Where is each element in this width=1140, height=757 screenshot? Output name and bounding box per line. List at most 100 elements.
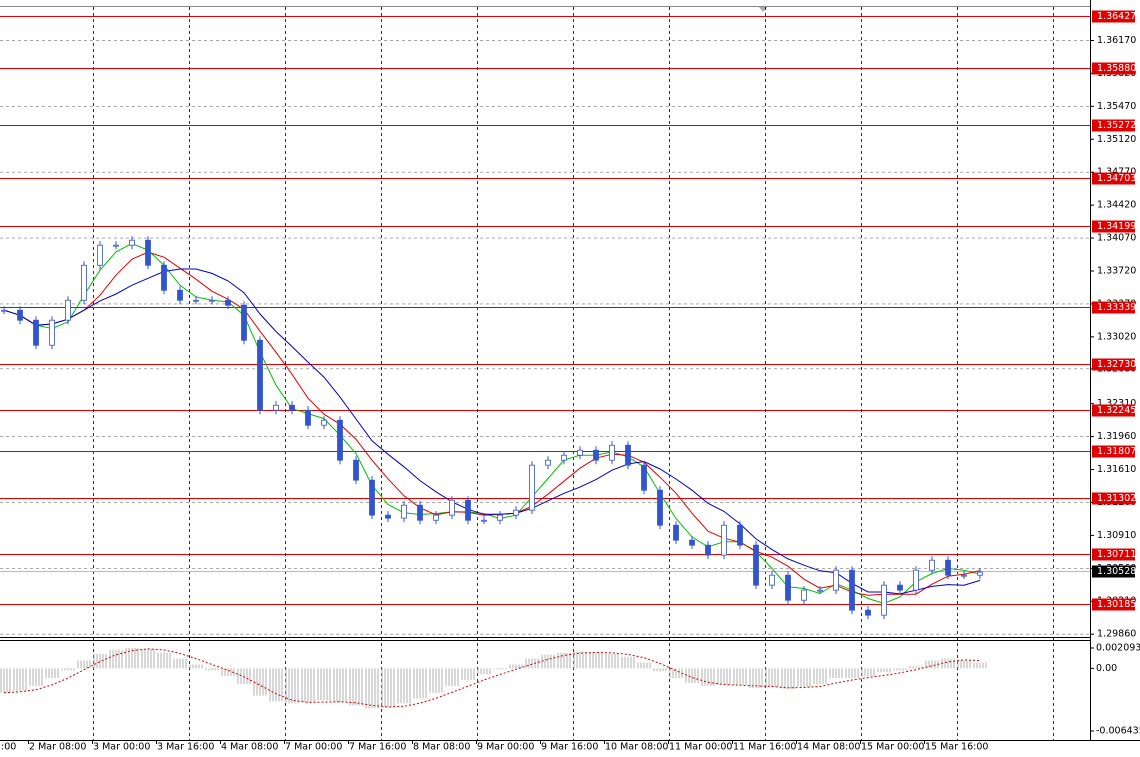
candle-body (673, 524, 679, 541)
shift-marker (759, 7, 767, 12)
level-label-box (1092, 119, 1135, 132)
candle-body (545, 459, 551, 466)
y-tick-label: 1.31960 (1097, 431, 1136, 442)
candle-body (929, 559, 935, 571)
candle-body (737, 524, 743, 546)
level-label-box (1092, 548, 1135, 561)
level-label-box (1092, 220, 1135, 233)
y-tick-label: 1.34770 (1097, 167, 1136, 178)
candle-body (849, 569, 855, 611)
candle-body (513, 509, 519, 516)
x-tick-label: 7 Mar 16:00 (349, 742, 406, 753)
candle-body (433, 514, 439, 521)
x-tick-label: 3 Mar 16:00 (157, 742, 214, 753)
candle-body (769, 574, 775, 586)
candle-body (161, 264, 167, 291)
level-label-box (1092, 62, 1135, 75)
osc-y-tick-label: -0.006435 (1096, 725, 1140, 736)
x-tick-label: 15 Mar 16:00 (925, 742, 988, 753)
candle-body (209, 299, 215, 302)
level-label-box (1092, 10, 1135, 23)
candle-body (449, 499, 455, 516)
osc-y-tick-label: 0.00 (1096, 663, 1117, 674)
candle-body (465, 499, 471, 521)
candle-body (273, 404, 279, 411)
candle-body (641, 464, 647, 491)
x-tick-label: 11 Mar 16:00 (733, 742, 796, 753)
y-tick-label: 1.36170 (1097, 35, 1136, 46)
candle-body (289, 404, 295, 411)
x-tick-label: 4 Mar 08:00 (221, 742, 278, 753)
x-tick-label: 9 Mar 00:00 (477, 742, 534, 753)
current-price-box (1092, 565, 1135, 578)
osc-y-tick-label: 0.002093 (1096, 643, 1140, 654)
level-label: 1.36427 (1097, 11, 1136, 22)
candle-body (177, 289, 183, 301)
candle-body (49, 319, 55, 346)
y-tick-label: 1.34070 (1097, 233, 1136, 244)
x-tick-label: :00 (1, 742, 16, 753)
y-tick-label: 1.35120 (1097, 134, 1136, 145)
level-label: 1.31807 (1097, 446, 1136, 457)
candle-body (881, 584, 887, 616)
candle-body (241, 304, 247, 341)
level-label: 1.30711 (1097, 549, 1136, 560)
candle-body (529, 464, 535, 511)
level-label-box (1092, 445, 1135, 458)
candle-body (369, 479, 375, 516)
osc-signal (3, 648, 981, 708)
y-tick-label: 1.31610 (1097, 464, 1136, 475)
candle-body (577, 449, 583, 456)
x-tick-label: 14 Mar 08:00 (797, 742, 860, 753)
level-label: 1.34199 (1097, 221, 1136, 232)
candle-body (257, 339, 263, 411)
candle-body (305, 409, 311, 426)
y-tick-label: 1.35470 (1097, 101, 1136, 112)
level-label-box (1092, 301, 1135, 314)
candle-body (113, 244, 119, 247)
candle-body (65, 299, 71, 321)
x-tick-label: 11 Mar 00:00 (669, 742, 732, 753)
candle-body (33, 319, 39, 346)
level-label: 1.32245 (1097, 405, 1136, 416)
candle-body (97, 244, 103, 266)
candle-body (689, 539, 695, 546)
level-label: 1.35880 (1097, 63, 1136, 74)
x-tick-label: 10 Mar 08:00 (605, 742, 668, 753)
x-tick-label: 15 Mar 00:00 (861, 742, 924, 753)
level-label-box (1092, 492, 1135, 505)
candle-body (81, 264, 87, 301)
candle-body (977, 571, 983, 576)
candle-body (129, 239, 135, 246)
y-tick-label: 1.33720 (1097, 265, 1136, 276)
candle-body (801, 589, 807, 601)
y-tick-label: 1.30910 (1097, 530, 1136, 541)
candle-body (897, 584, 903, 591)
x-tick-label: 3 Mar 00:00 (93, 742, 150, 753)
level-label: 1.35272 (1097, 120, 1136, 131)
level-label: 1.33339 (1097, 302, 1136, 313)
candle-body (609, 444, 615, 461)
candle-body (401, 504, 407, 519)
x-tick-label: 2 Mar 08:00 (29, 742, 86, 753)
level-label-box (1092, 598, 1135, 611)
y-tick-label: 1.32310 (1097, 398, 1136, 409)
candle-body (481, 519, 487, 522)
candle-body (145, 239, 151, 266)
candle-body (961, 574, 967, 577)
x-tick-label: 9 Mar 16:00 (541, 742, 598, 753)
y-tick-label: 1.29860 (1097, 629, 1136, 640)
candle-body (337, 419, 343, 461)
level-label: 1.31302 (1097, 493, 1136, 504)
candle-body (785, 574, 791, 601)
candle-body (913, 569, 919, 591)
candle-body (385, 514, 391, 519)
candle-body (353, 459, 359, 481)
candle-body (833, 569, 839, 591)
candle-body (321, 419, 327, 426)
y-tick-label: 1.34420 (1097, 200, 1136, 211)
candle-body (593, 449, 599, 461)
